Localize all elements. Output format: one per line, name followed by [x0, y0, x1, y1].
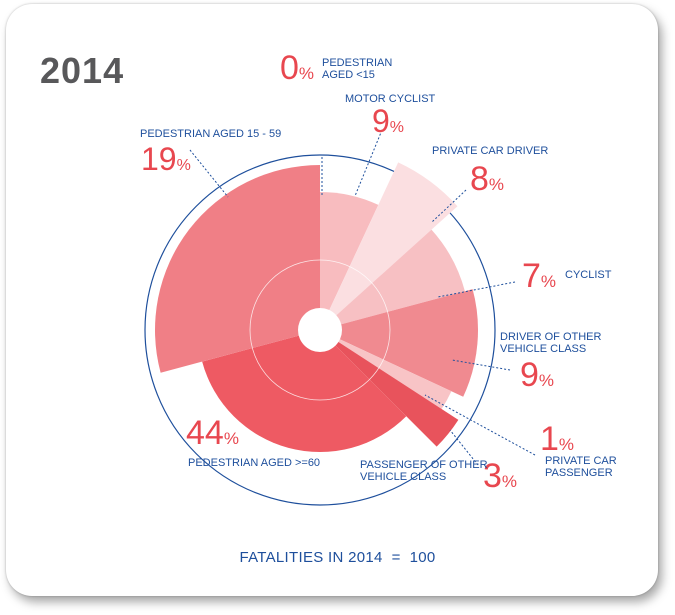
leader-cyclist — [437, 281, 516, 298]
pct-pedestrian-aged-lt15: 0% — [280, 49, 314, 87]
leader-motor-cyclist — [354, 129, 383, 197]
pct-motor-cyclist: 9% — [372, 103, 404, 139]
year-title: 2014 — [40, 50, 125, 91]
leader-passenger-other-vehicle — [449, 429, 479, 466]
pct-driver-other-vehicle: 9% — [520, 356, 554, 394]
footer-value: 100 — [409, 549, 436, 566]
wedge-motor-cyclist — [320, 192, 379, 330]
wedge-driver-other-vehicle — [320, 289, 479, 397]
label-passenger-other-vehicle: PASSENGER OF OTHER VEHICLE CLASS — [360, 459, 488, 483]
wedges — [154, 162, 479, 452]
label-private-car-passenger: PRIVATE CAR PASSENGER — [545, 455, 617, 479]
footer-equals: = — [387, 549, 406, 566]
wedge-pedestrian-aged-15-59 — [154, 165, 320, 373]
inner-reference-ring — [249, 259, 391, 401]
leader-pedestrian-aged-15-59 — [189, 149, 229, 198]
outer-reference-ring — [144, 154, 496, 506]
wedge-cyclist — [320, 229, 465, 330]
leader-driver-other-vehicle — [451, 359, 511, 371]
leader-private-car-passenger — [424, 394, 536, 456]
label-motor-cyclist: MOTOR CYCLIST — [345, 93, 436, 105]
pct-pedestrian-aged-15-59: 19% — [141, 141, 191, 177]
label-pedestrian-aged-lt15: PEDESTRIAN AGED <15 — [322, 57, 392, 81]
center-hole — [298, 308, 342, 352]
wedge-pedestrian-aged-60plus — [202, 330, 407, 452]
pct-passenger-other-vehicle: 3% — [483, 457, 517, 495]
footer-label: FATALITIES IN 2014 — [239, 549, 383, 566]
wedge-passenger-other-vehicle — [320, 330, 459, 447]
label-private-car-driver: PRIVATE CAR DRIVER — [432, 145, 548, 157]
label-pedestrian-aged-60plus: PEDESTRIAN AGED >=60 — [188, 457, 320, 469]
label-pedestrian-aged-15-59: PEDESTRIAN AGED 15 - 59 — [140, 128, 281, 140]
footer-total: FATALITIES IN 2014 = 100 — [0, 549, 675, 566]
label-cyclist: CYCLIST — [565, 269, 612, 281]
pct-cyclist: 7% — [522, 257, 556, 295]
label-driver-other-vehicle: DRIVER OF OTHER VEHICLE CLASS — [500, 331, 602, 355]
pct-pedestrian-aged-60plus: 44% — [186, 414, 239, 452]
pct-private-car-passenger: 1% — [540, 420, 574, 458]
pct-private-car-driver: 8% — [470, 160, 504, 198]
wedge-private-car-passenger — [320, 330, 452, 409]
wedge-private-car-driver — [320, 162, 458, 330]
